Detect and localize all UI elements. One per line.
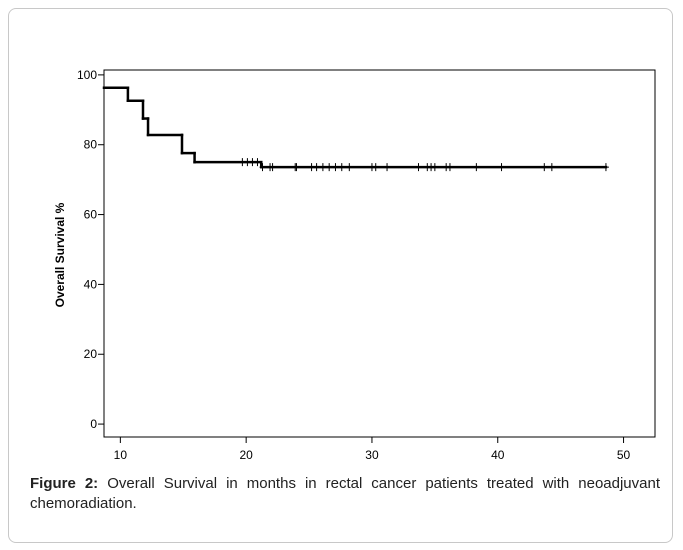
- censor-mark: [473, 163, 480, 172]
- censor-mark: [346, 163, 353, 172]
- plot-frame: [103, 69, 656, 438]
- y-tick-label: 60: [84, 208, 98, 222]
- censor-mark: [308, 163, 315, 172]
- censor-mark: [269, 163, 276, 172]
- censor-mark: [259, 163, 266, 172]
- x-tick-label: 20: [239, 448, 253, 462]
- x-tick-label: 10: [114, 448, 128, 462]
- censor-mark: [541, 163, 548, 172]
- x-tick-label: 50: [617, 448, 631, 462]
- censor-mark: [319, 163, 326, 172]
- y-axis-label: Overall Survival %: [53, 202, 67, 307]
- censor-mark: [602, 163, 609, 172]
- y-tick-label: 40: [84, 277, 98, 291]
- y-tick-label: 0: [90, 417, 97, 431]
- censor-mark: [326, 163, 333, 172]
- censor-mark: [384, 163, 391, 172]
- censor-mark: [249, 158, 256, 167]
- y-tick-label: 80: [84, 138, 98, 152]
- censor-mark: [498, 163, 505, 172]
- censor-mark: [431, 163, 438, 172]
- caption: Figure 2: Overall Survival in months in …: [30, 474, 660, 514]
- x-tick-label: 30: [365, 448, 379, 462]
- caption-text: Overall Survival in months in rectal can…: [30, 475, 661, 512]
- censor-mark: [293, 163, 300, 172]
- figure-frame: [8, 8, 673, 543]
- caption-label: Figure 2:: [30, 475, 99, 492]
- y-tick-label: 20: [84, 347, 98, 361]
- censor-mark: [548, 163, 555, 172]
- x-tick-label: 40: [491, 448, 505, 462]
- censor-mark: [446, 163, 453, 172]
- y-tick-label: 100: [77, 68, 97, 82]
- censor-mark: [244, 158, 251, 167]
- censor-mark: [338, 163, 345, 172]
- censor-mark: [415, 163, 422, 172]
- censor-mark: [313, 163, 320, 172]
- censor-mark: [332, 163, 339, 172]
- censor-mark: [239, 158, 246, 167]
- chart: Overall Survival % 0 20 40 60 80 100 10 20 30 40 5…: [53, 68, 656, 462]
- censor-mark: [254, 158, 261, 167]
- censor-mark: [372, 163, 379, 172]
